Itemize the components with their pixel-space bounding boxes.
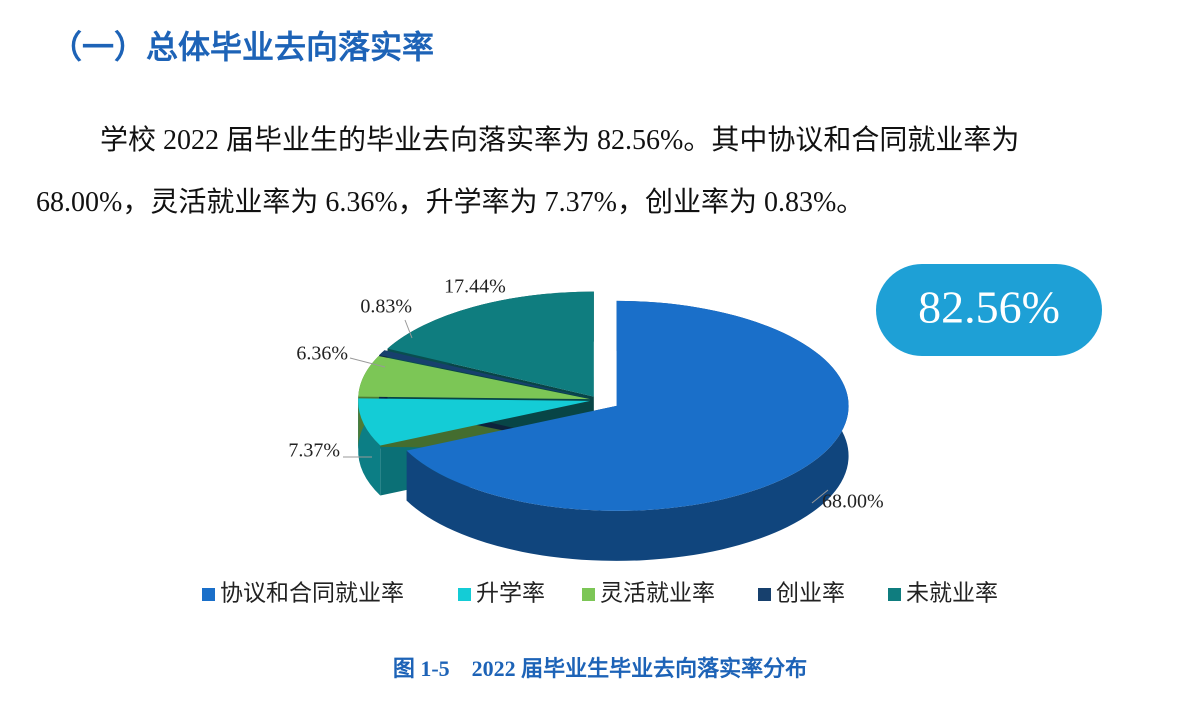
figure-caption: 图 1-5 2022 届毕业生毕业去向落实率分布 bbox=[393, 656, 807, 681]
leader-line bbox=[811, 489, 829, 504]
legend-swatch bbox=[888, 588, 901, 601]
leader-line bbox=[404, 319, 413, 339]
legend-swatch bbox=[758, 588, 771, 601]
legend-label: 未就业率 bbox=[906, 580, 998, 605]
annotation-badge bbox=[876, 264, 1102, 356]
paragraph-line: 学校 2022 届毕业生的毕业去向落实率为 82.56%。其中协议和合同就业率为 bbox=[100, 125, 1020, 156]
slice bbox=[358, 356, 591, 400]
data-label: 7.37% bbox=[288, 440, 340, 462]
slice bbox=[379, 350, 591, 399]
data-label: 0.83% bbox=[360, 296, 412, 318]
annotation: 82.56% bbox=[918, 282, 1060, 333]
legend-label: 灵活就业率 bbox=[600, 580, 715, 605]
data-label: 17.44% bbox=[444, 276, 506, 298]
paragraph-line: 68.00%，灵活就业率为 6.36%，升学率为 7.37%，创业率为 0.83… bbox=[36, 187, 865, 218]
slice bbox=[358, 398, 591, 446]
data-label: 6.36% bbox=[296, 343, 348, 365]
legend-label: 创业率 bbox=[776, 580, 845, 605]
legend-label: 协议和合同就业率 bbox=[220, 580, 404, 605]
tops bbox=[358, 291, 849, 511]
legend-swatch bbox=[202, 588, 215, 601]
legend-swatch bbox=[582, 588, 595, 601]
data-label: 68.00% bbox=[822, 491, 884, 513]
section-heading: （一）总体毕业去向落实率 bbox=[50, 28, 435, 66]
legend-swatch bbox=[458, 588, 471, 601]
leader-line bbox=[349, 357, 386, 368]
slice bbox=[406, 300, 849, 511]
slice-wall bbox=[358, 398, 381, 496]
slice bbox=[387, 291, 594, 397]
legend-label: 升学率 bbox=[476, 580, 545, 605]
